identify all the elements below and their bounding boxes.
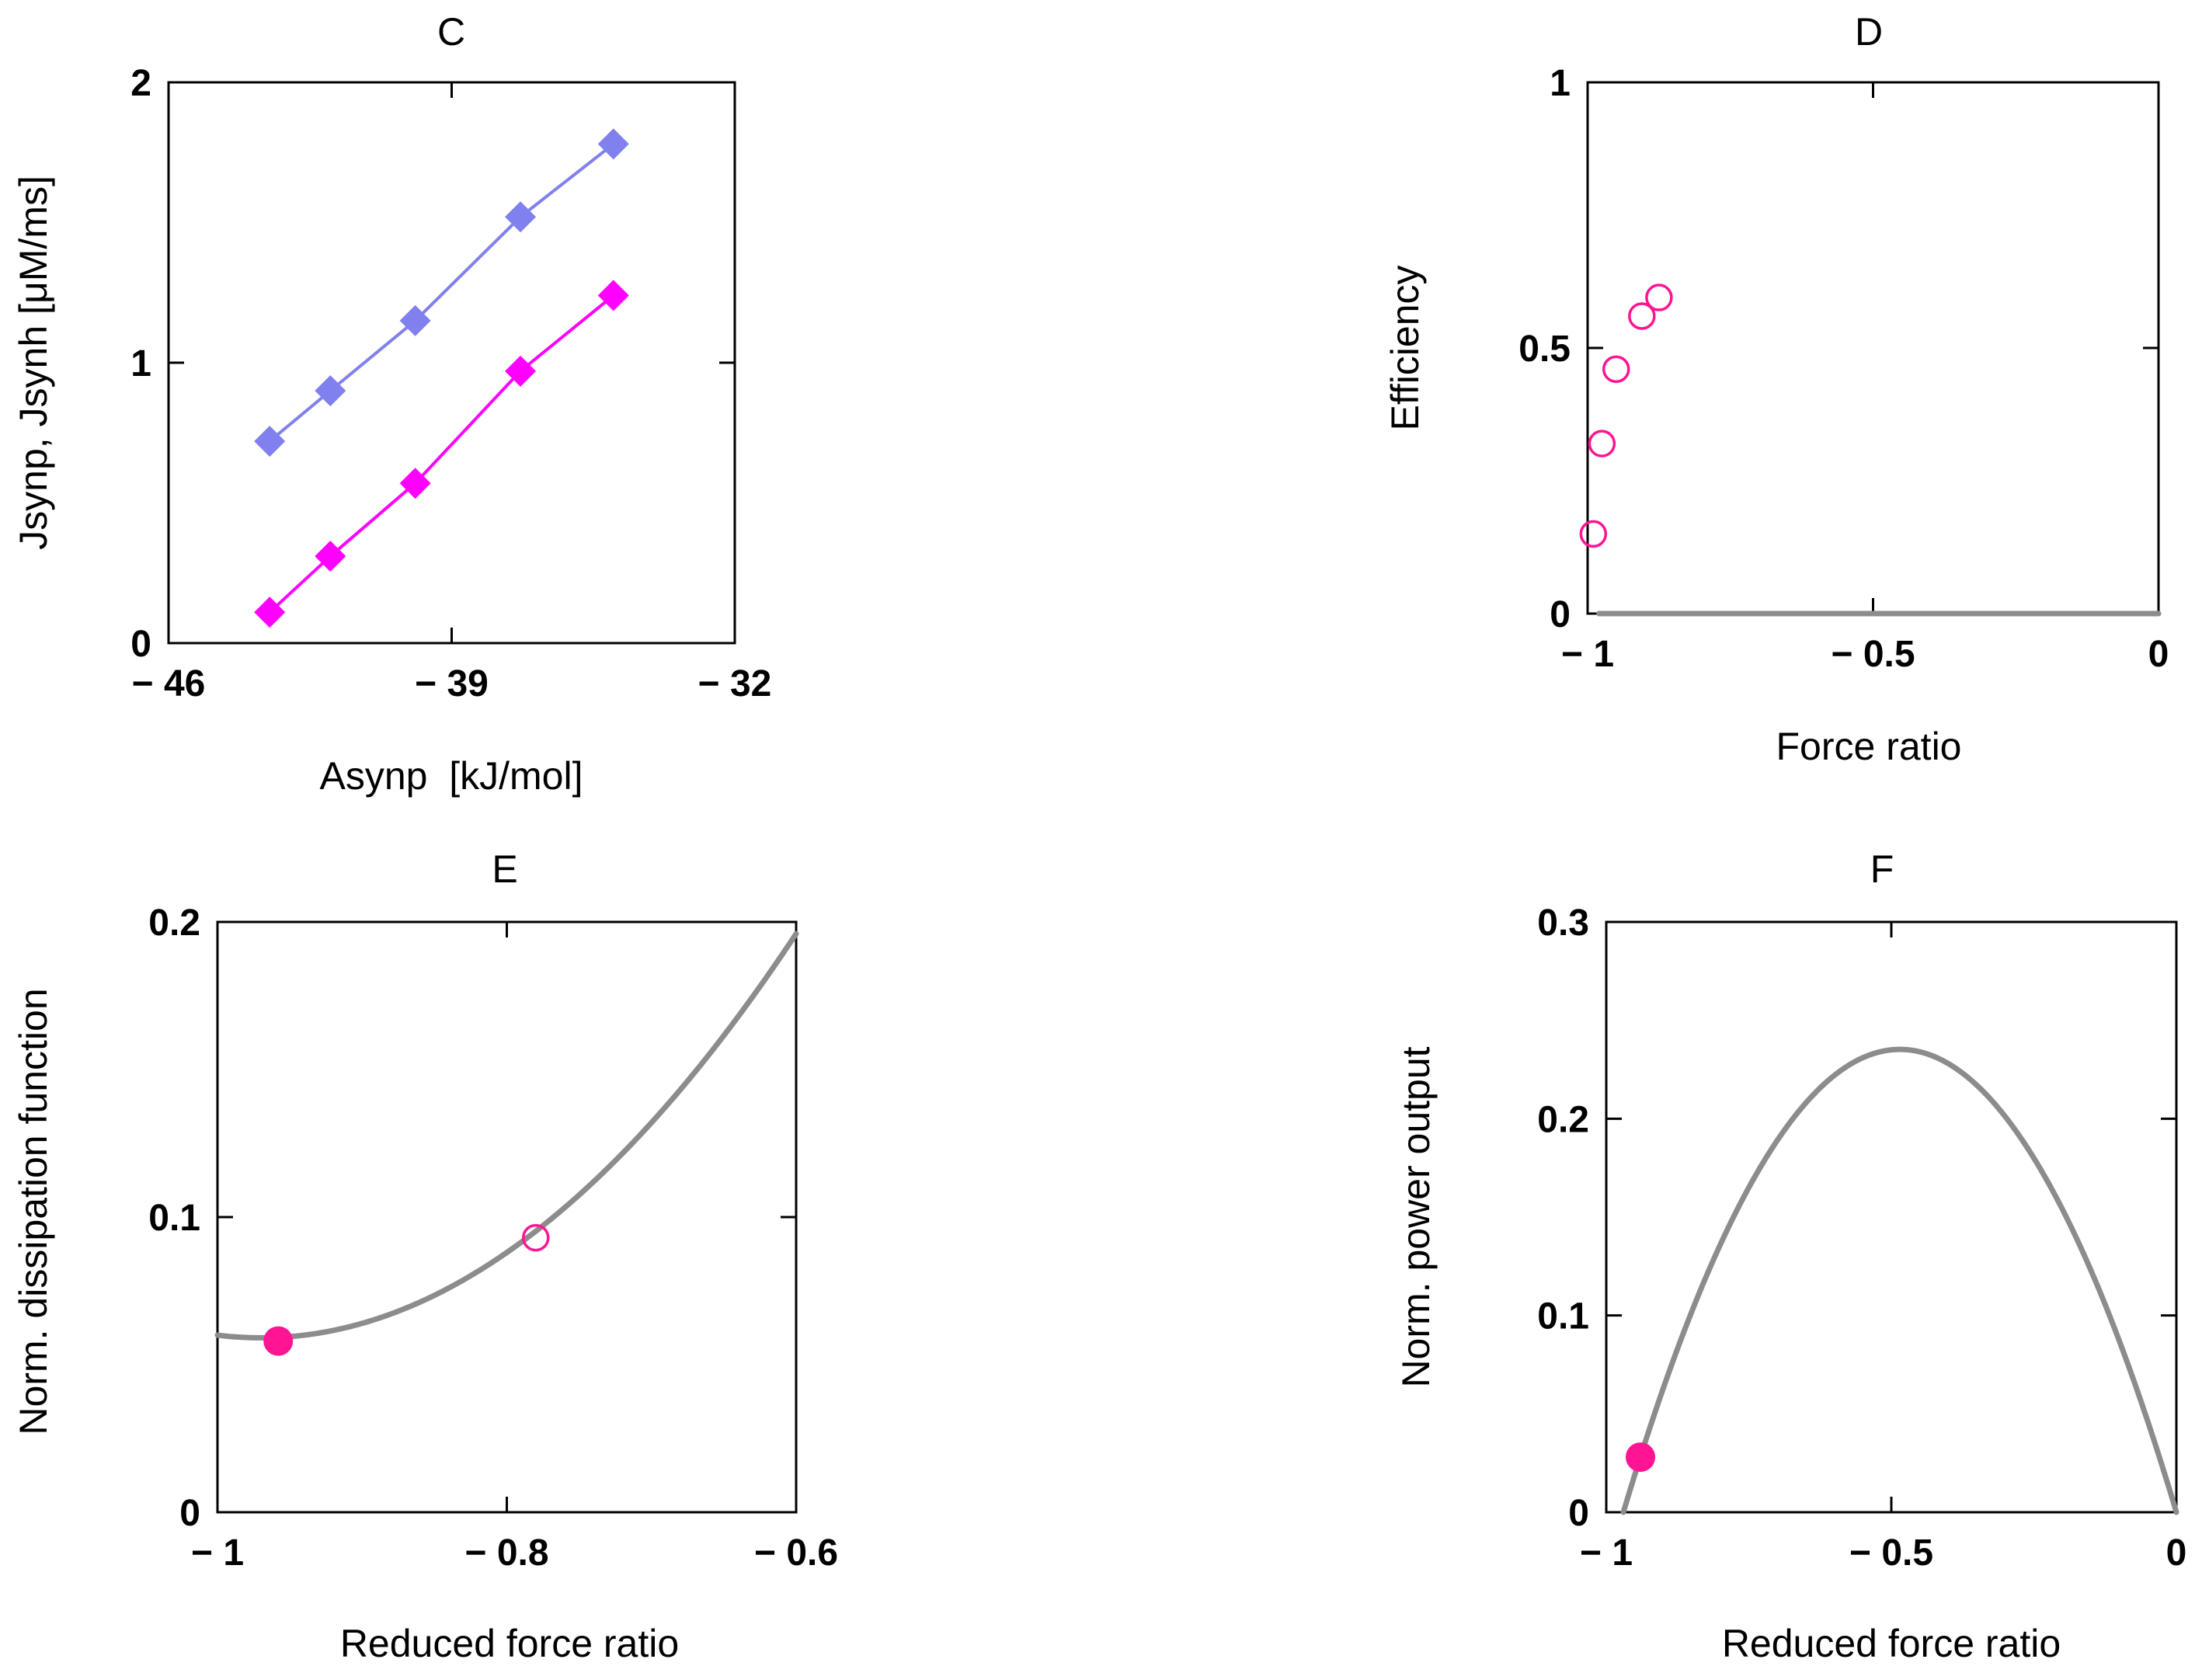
x-tick-label: − 0.6 — [754, 1532, 838, 1574]
panel-d-xlabel: Force ratio — [1776, 725, 1962, 768]
panel-e-ticks — [216, 920, 798, 1514]
panel-d-title: D — [1855, 10, 1883, 54]
y-tick-label: 0 — [179, 1493, 200, 1534]
panel-d-ticks — [1586, 81, 2160, 615]
panel-e-curve — [214, 930, 799, 1341]
y-tick-label: 1 — [130, 343, 151, 384]
panel-c: C − 46 − 39 − 32 0 1 2 Asynp [kJ/mol] Jsynp, … — [12, 10, 771, 798]
panel-c-xlabel: Asynp [kJ/mol] — [320, 754, 583, 798]
series-line-jsynh — [268, 294, 615, 614]
x-tick-label: 0 — [2166, 1532, 2187, 1574]
panel-e-tick-labels: − 1 − 0.8 − 0.6 0 0.1 0.2 — [148, 903, 838, 1574]
x-tick-label: − 0.5 — [1831, 634, 1915, 675]
panel-e-frame — [216, 920, 798, 1514]
y-tick-label: 0 — [1568, 1493, 1589, 1534]
dissipation-curve — [214, 930, 799, 1341]
panel-e-xlabel: Reduced force ratio — [340, 1622, 679, 1665]
diamond-marker-jsynh — [254, 597, 286, 628]
y-tick-label: 0.1 — [1537, 1296, 1589, 1337]
panel-d-frame — [1586, 81, 2160, 615]
diamond-marker-jsynp — [254, 426, 286, 457]
x-tick-label: − 0.5 — [1849, 1532, 1933, 1574]
panel-c-ticks — [167, 81, 736, 645]
x-tick-label: − 1 — [191, 1532, 244, 1574]
panel-c-ylabel: Jsynp, Jsynh [μM/ms] — [12, 176, 55, 550]
y-tick-label: 0.2 — [1537, 1099, 1589, 1140]
y-tick-label: 0.5 — [1518, 329, 1571, 370]
panel-c-frame — [167, 81, 736, 645]
diamond-marker-jsynp — [505, 201, 537, 233]
y-tick-label: 0 — [1550, 594, 1571, 635]
y-tick-label: 0 — [130, 624, 151, 665]
diamond-marker-jsynh — [597, 280, 629, 311]
open-circle-marker — [522, 1223, 550, 1252]
panel-f-curve — [1620, 1046, 2179, 1515]
diamond-marker-jsynh — [399, 468, 431, 499]
panel-f: F − 1 − 0.5 0 0 0.1 0.2 0.3 Reduced force rati… — [1394, 847, 2186, 1665]
y-tick-label: 2 — [130, 63, 151, 104]
panel-e-markers — [263, 1223, 550, 1356]
x-tick-label: − 0.8 — [464, 1532, 548, 1574]
panel-f-ticks — [1605, 920, 2178, 1514]
x-tick-label: − 1 — [1580, 1532, 1633, 1574]
y-tick-label: 1 — [1550, 63, 1571, 104]
open-circle-marker — [1602, 355, 1630, 384]
panel-e-ylabel: Norm. dissipation function — [12, 988, 55, 1435]
panel-f-frame — [1605, 920, 2178, 1514]
diamond-marker-jsynp — [315, 375, 346, 407]
filled-circle-marker — [263, 1326, 294, 1356]
panel-d-ylabel: Efficiency — [1383, 265, 1427, 430]
panel-d-markers — [1579, 283, 1673, 548]
panel-f-xlabel: Reduced force ratio — [1722, 1622, 2061, 1665]
x-tick-label: − 1 — [1561, 634, 1614, 675]
panel-e: E − 1 − 0.8 − 0.6 0 0.1 0.2 Reduced force rat… — [12, 847, 838, 1665]
panel-c-tick-labels: − 46 − 39 − 32 0 1 2 — [130, 63, 771, 704]
open-circle-marker — [1588, 430, 1616, 457]
panel-c-title: C — [437, 10, 465, 54]
diamond-marker-jsynh — [315, 541, 346, 572]
open-circle-marker — [1645, 283, 1673, 311]
y-tick-label: 0.2 — [148, 903, 200, 944]
panel-f-markers — [1626, 1442, 1656, 1473]
open-circle-marker — [1628, 302, 1656, 330]
power-output-curve — [1620, 1046, 2179, 1515]
panel-e-title: E — [492, 847, 517, 891]
panel-f-tick-labels: − 1 − 0.5 0 0 0.1 0.2 0.3 — [1537, 903, 2186, 1574]
panel-c-series — [254, 128, 629, 628]
open-circle-marker — [1579, 520, 1608, 548]
x-tick-label: − 46 — [132, 663, 206, 704]
x-tick-label: − 39 — [415, 663, 489, 704]
panel-d: D − 1 − 0.5 0 0 0.5 1 Force ratio Efficiency — [1383, 10, 2169, 768]
diamond-marker-jsynp — [597, 128, 629, 160]
diamond-marker-jsynh — [505, 355, 537, 387]
y-tick-label: 0.1 — [148, 1198, 200, 1239]
x-tick-label: 0 — [2148, 634, 2169, 675]
y-tick-label: 0.3 — [1537, 903, 1589, 944]
panel-f-title: F — [1870, 847, 1894, 891]
diamond-marker-jsynp — [399, 304, 431, 336]
x-tick-label: − 32 — [698, 663, 772, 704]
panel-d-tick-labels: − 1 − 0.5 0 0 0.5 1 — [1518, 63, 2169, 675]
filled-circle-marker — [1626, 1442, 1656, 1473]
panel-f-ylabel: Norm. power output — [1394, 1046, 1438, 1387]
